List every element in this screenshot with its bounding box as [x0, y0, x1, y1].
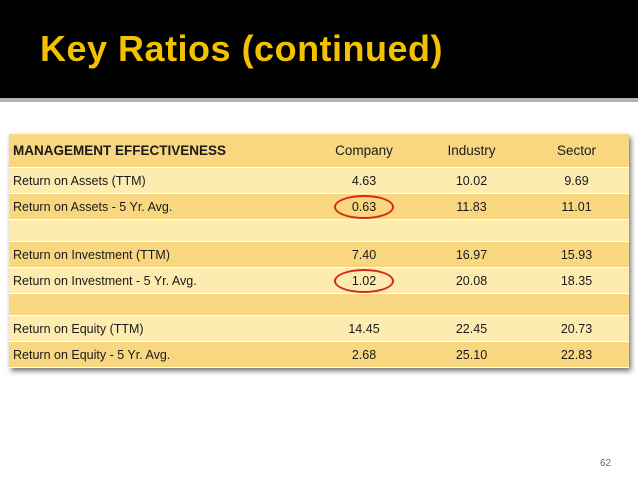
table-row: Return on Investment (TTM) 7.40 16.97 15… [9, 241, 629, 268]
row-label: Return on Assets (TTM) [9, 167, 309, 194]
row-label: Return on Investment (TTM) [9, 241, 309, 268]
industry-value: 22.45 [419, 315, 524, 342]
company-value-cell: 0.63 [309, 193, 419, 220]
table-header-row: MANAGEMENT EFFECTIVENESS Company Industr… [9, 134, 629, 168]
header-label: MANAGEMENT EFFECTIVENESS [9, 134, 309, 168]
sector-value: 9.69 [524, 167, 629, 194]
slide-title: Key Ratios (continued) [40, 28, 444, 69]
industry-value: 16.97 [419, 241, 524, 268]
company-value: 7.40 [309, 241, 419, 268]
sector-value: 20.73 [524, 315, 629, 342]
header-company: Company [309, 134, 419, 168]
circled-company-value: 0.63 [333, 194, 395, 219]
title-bar: Key Ratios (continued) [0, 0, 638, 102]
table-row: Return on Assets - 5 Yr. Avg. 0.63 11.83… [9, 193, 629, 220]
industry-value: 20.08 [419, 267, 524, 294]
table-row: Return on Equity - 5 Yr. Avg. 2.68 25.10… [9, 341, 629, 368]
sector-value: 18.35 [524, 267, 629, 294]
industry-value: 10.02 [419, 167, 524, 194]
industry-value: 25.10 [419, 341, 524, 368]
page-number: 62 [600, 458, 612, 469]
table-row: Return on Equity (TTM) 14.45 22.45 20.73 [9, 315, 629, 342]
row-label: Return on Equity (TTM) [9, 315, 309, 342]
row-label: Return on Equity - 5 Yr. Avg. [9, 341, 309, 368]
header-industry: Industry [419, 134, 524, 168]
header-sector: Sector [524, 134, 629, 168]
company-value: 4.63 [309, 167, 419, 194]
table-row: Return on Assets (TTM) 4.63 10.02 9.69 [9, 167, 629, 194]
table-row: Return on Investment - 5 Yr. Avg. 1.02 2… [9, 267, 629, 294]
row-label: Return on Investment - 5 Yr. Avg. [9, 267, 309, 294]
company-value: 14.45 [309, 315, 419, 342]
company-value: 2.68 [309, 341, 419, 368]
sector-value: 15.93 [524, 241, 629, 268]
company-value-cell: 1.02 [309, 267, 419, 294]
circled-company-value: 1.02 [333, 268, 395, 293]
sector-value: 11.01 [524, 193, 629, 220]
industry-value: 11.83 [419, 193, 524, 220]
row-label: Return on Assets - 5 Yr. Avg. [9, 193, 309, 220]
spacer-row [9, 219, 629, 242]
ratios-table: MANAGEMENT EFFECTIVENESS Company Industr… [9, 134, 629, 368]
sector-value: 22.83 [524, 341, 629, 368]
spacer-row [9, 293, 629, 316]
